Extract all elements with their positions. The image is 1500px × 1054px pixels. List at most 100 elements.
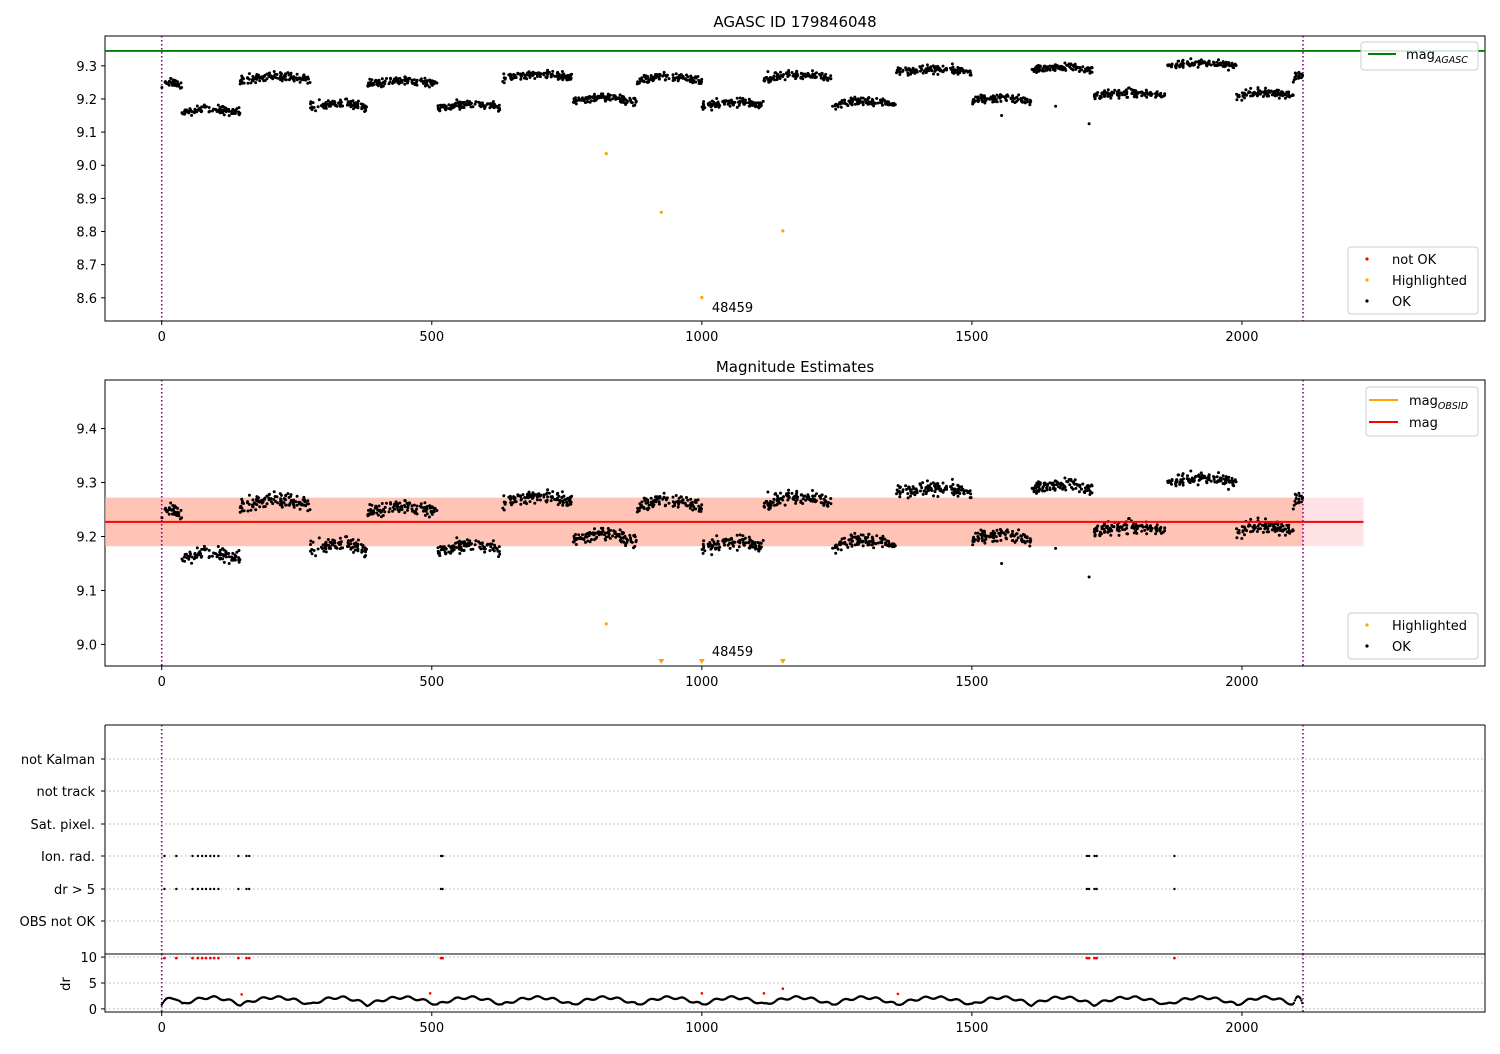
mid-ok-point [814,500,817,503]
top-ok-point [1241,91,1244,94]
mid-ok-point [815,492,818,495]
top-ok-point [535,72,538,75]
mid-ok-point [309,550,312,553]
mid-ok-point [898,486,901,489]
mid-ok-point [1024,541,1027,544]
top-ok-point [1182,64,1185,67]
mid-ok-point [1088,576,1091,579]
mid-ok-point [492,539,495,542]
mid-ok-point [231,552,234,555]
mid-ok-point [366,514,369,517]
mid-ok-point [548,492,551,495]
mid-ok-point [702,539,705,542]
mid-ok-point [688,504,691,507]
top-ok-point [200,110,203,113]
mid-legend-label: OK [1392,640,1411,655]
top-ok-point [1277,92,1280,95]
top-ok-point [240,80,243,83]
mid-ok-point [190,562,193,565]
top-ok-point [173,80,176,83]
mid-ok-point [904,484,907,487]
top-ok-point [376,81,379,84]
top-ok-point [441,105,444,108]
top-ok-point [1257,88,1260,91]
mid-ok-point [1163,529,1166,532]
top-ok-point [188,107,191,110]
mid-ok-point [391,510,394,513]
mid-ok-point [593,527,596,530]
mid-ok-point [1155,530,1158,533]
mid-ok-point [288,496,291,499]
mid-ok-point [588,531,591,534]
mid-ok-point [694,501,697,504]
mid-ok-point [996,529,999,532]
mid-ok-point [170,509,173,512]
top-ok-point [565,77,568,80]
top-ok-point [1113,89,1116,92]
mid-ok-point [1031,487,1034,490]
mid-ok-point [481,545,484,548]
mid-ok-point [1235,536,1238,539]
mid-ok-point [824,495,827,498]
top-ok-point [1249,87,1252,90]
top-ok-point [338,102,341,105]
mid-ok-point [854,536,857,539]
mid-ok-point [1046,484,1049,487]
mid-ok-point [736,534,739,537]
top-ok-point [1125,92,1128,95]
top-ok-point [718,106,721,109]
top-ok-point [1189,57,1192,60]
mid-ok-point [555,498,558,501]
mid-ok-point [692,505,695,508]
top-ok-point [1212,61,1215,64]
top-ok-point [274,73,277,76]
top-ok-point [1066,64,1069,67]
mid-ok-point [834,546,837,549]
mid-ok-point [932,481,935,484]
top-ok-point [398,77,401,80]
top-ok-point [347,100,350,103]
mid-ok-point [498,545,501,548]
flags-marker [245,888,247,890]
top-ok-point [1288,96,1291,99]
mid-ok-point [533,502,536,505]
mid-ok-point [637,510,640,513]
mid-ok-point [273,490,276,493]
mid-ok-point [757,550,760,553]
top-ok-point [1112,91,1115,94]
top-xtick-label: 1000 [685,330,718,345]
top-ok-point [1026,98,1029,101]
mid-highlighted-point [605,622,608,625]
mid-ok-point [523,496,526,499]
mid-ok-point [716,542,719,545]
mid-ok-point [741,534,744,537]
mid-ytick-label: 9.0 [76,638,97,653]
top-ok-point [938,67,941,70]
flags-row-label: not Kalman [21,753,95,768]
top-ok-point [672,73,675,76]
mid-ok-point [1264,517,1267,520]
mid-ok-point [820,501,823,504]
mid-ok-point [1175,484,1178,487]
mid-ok-point [749,544,752,547]
top-ok-point [932,73,935,76]
top-ok-point [228,110,231,113]
mid-ok-point [640,504,643,507]
top-ok-point [921,64,924,67]
top-ok-point [867,102,870,105]
mid-offscale-marker [699,659,705,664]
top-ok-point [749,100,752,103]
top-ok-point [843,102,846,105]
mid-ok-point [914,493,917,496]
top-ok-point [1253,92,1256,95]
mid-ok-point [686,499,689,502]
top-ok-point [1062,67,1065,70]
mid-ok-point [1054,487,1057,490]
mid-ok-point [850,538,853,541]
mid-ok-point [565,501,568,504]
mid-ok-point [697,505,700,508]
flags-marker [213,888,215,890]
top-ok-point [196,105,199,108]
top-ok-point [910,71,913,74]
mid-ok-point [562,501,565,504]
